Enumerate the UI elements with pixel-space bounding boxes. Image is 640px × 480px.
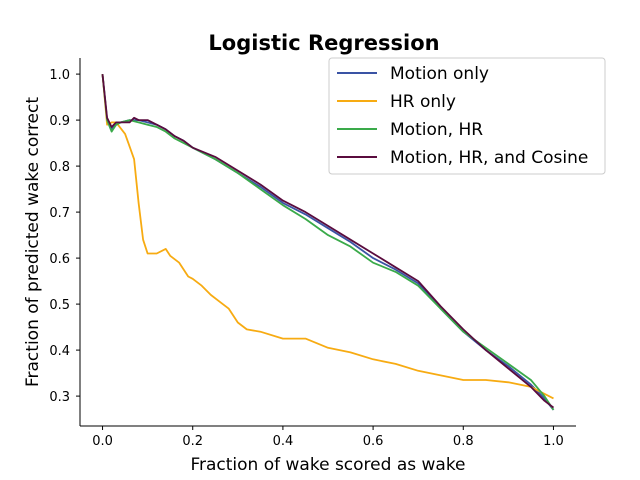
x-axis-label: Fraction of wake scored as wake	[190, 455, 465, 475]
y-tick-label: 0.3	[49, 390, 70, 405]
legend: Motion only HR only Motion, HR Motion, HR, …	[328, 57, 606, 175]
y-tick-label: 0.8	[49, 160, 70, 175]
series-line-3	[101, 74, 555, 409]
series-line-2	[101, 74, 555, 411]
y-tick-label: 0.7	[49, 206, 70, 221]
x-tick-label: 0.2	[182, 434, 203, 449]
legend-box	[328, 57, 606, 175]
y-tick-label: 0.6	[49, 252, 70, 267]
legend-label-0: Motion only	[390, 64, 489, 84]
series-line-1	[101, 74, 554, 400]
plot-lines	[101, 74, 555, 411]
x-axis-ticks: 0.0 0.2 0.4 0.6 0.8 1.0	[92, 426, 564, 449]
x-tick-label: 0.0	[92, 434, 113, 449]
x-tick-label: 0.6	[363, 434, 384, 449]
legend-label-2: Motion, HR	[390, 120, 483, 140]
y-axis-label: Fraction of predicted wake correct	[23, 97, 43, 387]
y-tick-label: 0.9	[49, 114, 70, 129]
y-tick-label: 1.0	[49, 68, 70, 83]
x-tick-label: 0.4	[273, 434, 294, 449]
y-tick-label: 0.5	[49, 298, 70, 313]
chart-title: Logistic Regression	[208, 31, 439, 55]
x-tick-label: 0.8	[453, 434, 474, 449]
legend-label-3: Motion, HR, and Cosine	[390, 148, 588, 168]
legend-label-1: HR only	[390, 92, 456, 112]
y-tick-label: 0.4	[49, 344, 70, 359]
y-axis-ticks: 0.3 0.4 0.5 0.6 0.7 0.8 0.9 1.0	[49, 68, 80, 405]
x-tick-label: 1.0	[543, 434, 564, 449]
